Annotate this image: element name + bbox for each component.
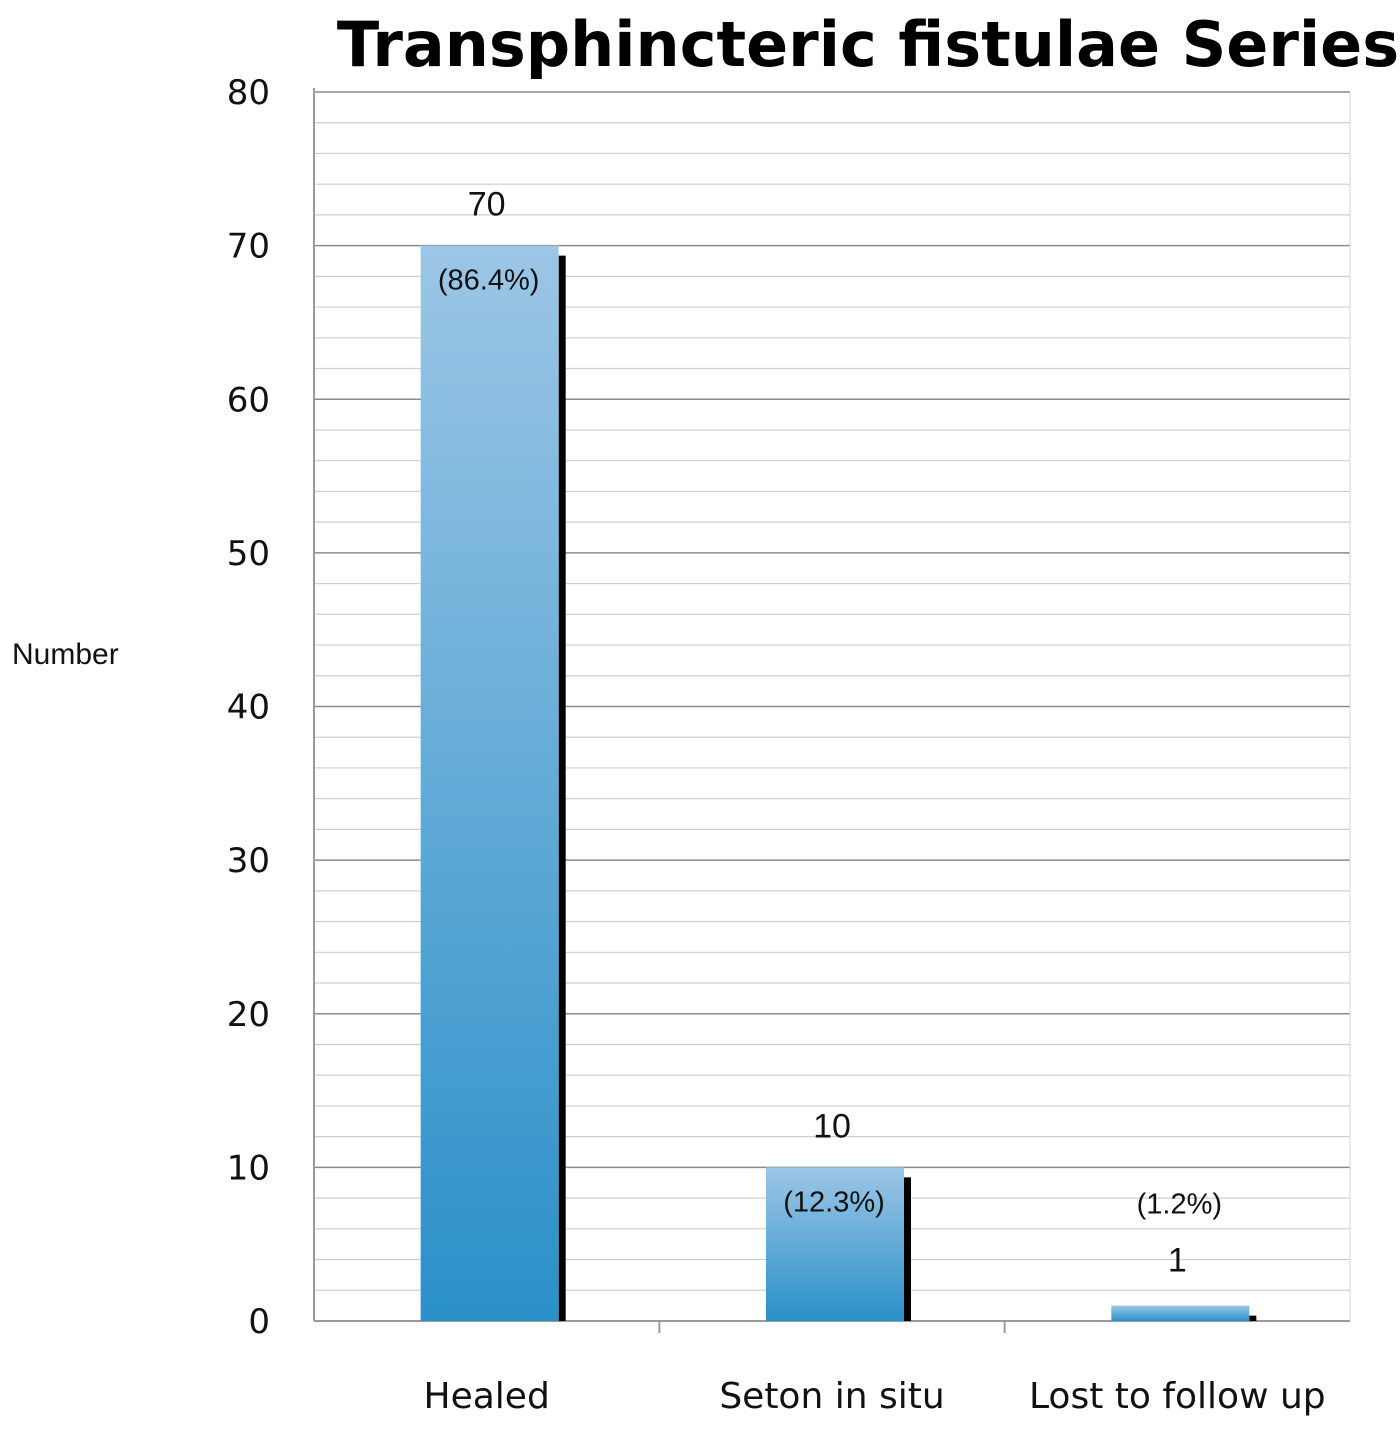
bar-shadow	[904, 1177, 911, 1321]
bar-healed	[420, 245, 559, 1321]
data-labels: 70 (86.4%) 10 (12.3%) 1 (1.2%)	[438, 186, 1222, 1280]
x-tick-label: Seton in situ	[719, 1376, 944, 1417]
value-label: 70	[468, 186, 506, 224]
chart-title: Transphincteric fistulae Series	[337, 8, 1399, 81]
y-tick-label: 0	[248, 1302, 270, 1342]
bar-shadow	[1249, 1315, 1257, 1321]
value-label: 10	[813, 1107, 851, 1145]
percent-label: (1.2%)	[1137, 1189, 1222, 1221]
y-tick-label: 80	[227, 73, 270, 113]
bar-shadow	[558, 255, 566, 1321]
y-axis-title: Number	[12, 638, 119, 671]
value-label: 1	[1168, 1242, 1187, 1280]
x-axis-ticks: Healed Seton in situ Lost to follow up	[424, 1321, 1326, 1417]
bar-seton-in-situ	[766, 1167, 904, 1321]
y-tick-label: 50	[227, 534, 270, 574]
percent-label: (86.4%)	[438, 265, 540, 297]
bars	[420, 245, 1257, 1321]
percent-label: (12.3%)	[783, 1186, 885, 1218]
x-tick-label: Healed	[424, 1376, 550, 1417]
y-tick-label: 30	[227, 841, 270, 881]
y-tick-label: 10	[227, 1148, 270, 1188]
x-tick-label: Lost to follow up	[1029, 1376, 1326, 1417]
y-tick-label: 70	[227, 227, 270, 267]
y-tick-label: 40	[227, 688, 270, 728]
y-tick-label: 60	[227, 380, 270, 420]
y-axis-ticks: 0 10 20 30 40 50 60 70 80	[227, 73, 270, 1342]
bar-lost-to-follow-up	[1111, 1305, 1250, 1321]
y-tick-label: 20	[227, 995, 270, 1035]
